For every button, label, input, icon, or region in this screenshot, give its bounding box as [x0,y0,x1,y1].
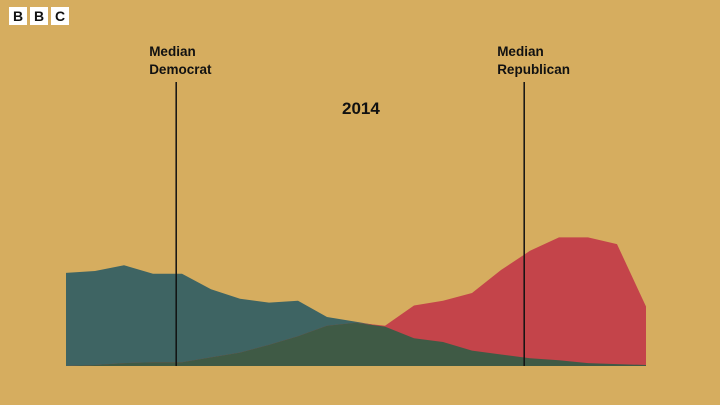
overlap-area [66,322,646,366]
bbc-logo: B B C [9,7,69,25]
bbc-logo-letter: B [9,7,27,25]
bbc-logo-letter: C [51,7,69,25]
median-democrat-label: Median Democrat [149,44,212,77]
democrat-distribution-area [66,265,646,366]
republican-distribution-area [66,237,646,366]
chart-title-year: 2014 [342,99,380,118]
median-republican-label: Median Republican [497,44,570,77]
bbc-logo-letter: B [30,7,48,25]
